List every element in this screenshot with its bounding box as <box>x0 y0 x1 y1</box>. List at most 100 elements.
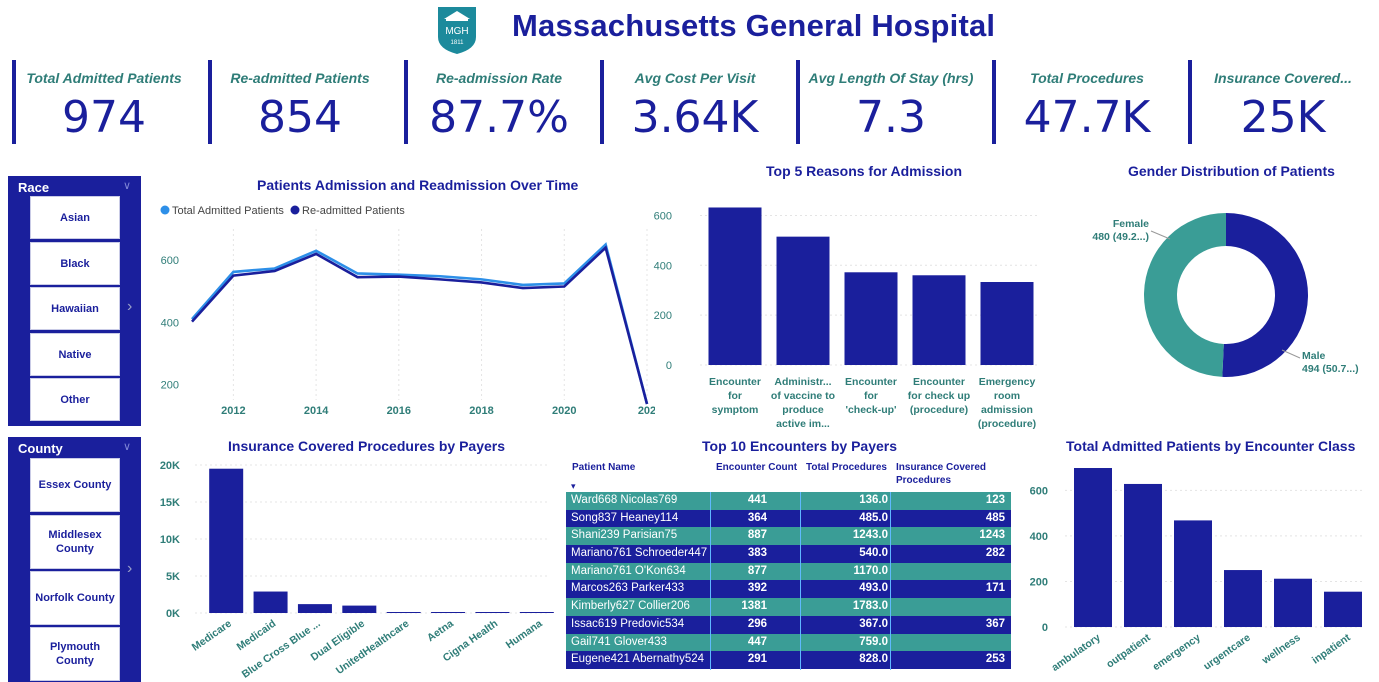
cell-total-procedures: 1170.0 <box>853 564 888 577</box>
kpi-readmission-rate: Re-admission Rate 87.7% <box>404 58 594 146</box>
county-option-plymouth[interactable]: Plymouth County <box>30 627 120 681</box>
county-slicer: County ∨ Essex County Middlesex County N… <box>8 437 141 682</box>
cell-encounter-count: 291 <box>747 653 767 666</box>
mgh-logo-icon: MGH 1811 <box>438 7 476 54</box>
col-header-insurance-covered[interactable]: Insurance Covered Procedures <box>896 462 987 486</box>
x-tick-label: admission <box>981 404 1033 416</box>
x-tick-label: Blue Cross Blue ... <box>240 618 323 680</box>
x-tick-label: outpatient <box>1104 631 1153 670</box>
x-tick-label: 2012 <box>221 405 245 417</box>
cell-patient-name: Mariano761 O'Kon634 <box>571 564 686 577</box>
col-header-patient-name[interactable]: Patient Name <box>572 462 636 473</box>
race-slicer-title: Race <box>18 180 50 195</box>
sort-down-icon[interactable]: ▾ <box>571 481 576 491</box>
race-option-native[interactable]: Native <box>30 333 120 376</box>
bar-payer-8 <box>519 612 554 613</box>
slice-label-male: Male <box>1302 350 1326 362</box>
table-row[interactable]: Gail741 Glover433 447 759.0 <box>566 633 1011 652</box>
race-option-other[interactable]: Other <box>30 378 120 421</box>
kpi-readmitted: Re-admitted Patients 854 <box>208 58 392 146</box>
x-tick-label: Encounter <box>845 376 897 388</box>
race-option-asian[interactable]: Asian <box>30 196 120 239</box>
encounters-table-title: Top 10 Encounters by Payers <box>702 438 898 454</box>
race-option-black[interactable]: Black <box>30 242 120 285</box>
table-row[interactable]: Mariano761 Schroeder447 383 540.0 282 <box>566 545 1011 563</box>
bar-class-urgentcare <box>1224 570 1262 627</box>
table-row[interactable]: Ward668 Nicolas769 441 136.0 123 <box>566 492 1011 510</box>
county-option-essex[interactable]: Essex County <box>30 458 120 512</box>
x-tick-label: room <box>994 390 1020 402</box>
bar-payer-6 <box>431 612 466 613</box>
y-tick-label: 400 <box>1030 531 1048 543</box>
bar-class-wellness <box>1274 578 1312 627</box>
table-row[interactable]: Eugene421 Abernathy524 291 828.0 253 <box>566 651 1011 669</box>
y-tick-label: 20K <box>160 460 180 472</box>
class-chart-title: Total Admitted Patients by Encounter Cla… <box>1066 438 1356 454</box>
bar-class-inpatient <box>1324 591 1362 627</box>
x-tick-label: 'check-up' <box>845 404 896 416</box>
cell-encounter-count: 383 <box>747 547 767 560</box>
cell-encounter-count: 364 <box>747 511 767 524</box>
x-tick-label: 2018 <box>469 405 493 417</box>
table-row[interactable]: Issac619 Predovic534 296 367.0 367 <box>566 615 1011 634</box>
y-tick-label: 400 <box>654 260 672 272</box>
x-tick-label: 2020 <box>552 405 576 417</box>
kpi-value: 47.7K <box>1023 92 1151 143</box>
table-row[interactable]: Shani239 Parisian75 887 1243.0 1243 <box>566 527 1011 546</box>
county-option-middlesex[interactable]: Middlesex County <box>30 515 120 569</box>
cell-insurance-covered: 1243 <box>979 529 1005 542</box>
race-option-hawaiian[interactable]: Hawaiian <box>30 287 120 330</box>
x-tick-label: urgentcare <box>1201 632 1252 673</box>
x-tick-label: UnitedHealthcare <box>334 618 412 677</box>
bar-reason-4 <box>912 275 966 365</box>
col-header-total-procedures[interactable]: Total Procedures <box>806 462 887 473</box>
cell-total-procedures: 1783.0 <box>852 600 888 613</box>
y-tick-label: 600 <box>654 210 672 222</box>
county-option-norfolk[interactable]: Norfolk County <box>30 571 120 625</box>
cell-insurance-covered: 171 <box>985 582 1005 595</box>
x-tick-label: active im... <box>776 418 830 430</box>
col-header-encounter-count[interactable]: Encounter Count <box>716 462 798 473</box>
bar-reason-2 <box>776 236 830 365</box>
cell-patient-name: Kimberly627 Collier206 <box>571 600 690 613</box>
chevron-down-icon[interactable]: ∨ <box>122 441 131 453</box>
x-tick-label: for <box>864 390 878 402</box>
kpi-label: Avg Cost Per Visit <box>634 70 756 86</box>
reasons-bar-chart[interactable]: 0 200 400 600 Encounter for symptom Administr..… <box>645 195 1045 435</box>
admission-line-chart[interactable]: Total Admitted Patients Re-admitted Patie… <box>155 195 655 425</box>
table-row[interactable]: Mariano761 O'Kon634 877 1170.0 <box>566 562 1011 581</box>
cell-encounter-count: 392 <box>747 582 767 595</box>
legend-label: Re-admitted Patients <box>302 205 405 217</box>
table-row[interactable]: Kimberly627 Collier206 1381 1783.0 <box>566 598 1011 616</box>
cell-insurance-covered: 253 <box>985 653 1005 666</box>
x-tick-label: Encounter <box>913 376 965 388</box>
y-tick-label: 600 <box>161 255 179 267</box>
header: MGH 1811 Massachusetts General Hospital <box>0 0 1379 54</box>
table-row[interactable]: Marcos263 Parker433 392 493.0 171 <box>566 580 1011 599</box>
cell-total-procedures: 1243.0 <box>852 529 888 542</box>
chevron-right-icon[interactable]: › <box>127 560 133 577</box>
encounters-table: Patient Name ▾ Encounter Count Total Pro… <box>566 456 1011 670</box>
cell-patient-name: Shani239 Parisian75 <box>571 529 678 542</box>
y-tick-label: 5K <box>166 571 180 583</box>
slice-male <box>1222 213 1309 377</box>
chevron-right-icon[interactable]: › <box>127 298 133 315</box>
class-bar-chart[interactable]: 0 200 400 600 ambulatory outpatientemergencyu… <box>1020 455 1375 680</box>
legend-label: Total Admitted Patients <box>172 205 284 217</box>
chevron-down-icon[interactable]: ∨ <box>122 180 131 192</box>
admission-chart-title: Patients Admission and Readmission Over … <box>257 177 579 193</box>
x-tick-label: wellness <box>1259 632 1303 668</box>
bar-class-ambulatory <box>1074 468 1112 627</box>
county-slicer-title: County <box>18 441 63 456</box>
bar-payer-1 <box>209 468 244 613</box>
race-slicer: Race ∨ Asian Black Hawaiian Native Other <box>8 176 141 426</box>
cell-patient-name: Ward668 Nicolas769 <box>571 494 678 506</box>
kpi-avg-length-stay: Avg Length Of Stay (hrs) 7.3 <box>796 58 986 146</box>
bar-reason-3 <box>844 272 898 365</box>
y-tick-label: 0 <box>666 360 672 372</box>
cell-encounter-count: 296 <box>747 617 767 630</box>
slice-label-female: Female <box>1113 218 1149 230</box>
table-row[interactable]: Song837 Heaney114 364 485.0 485 <box>566 509 1011 528</box>
